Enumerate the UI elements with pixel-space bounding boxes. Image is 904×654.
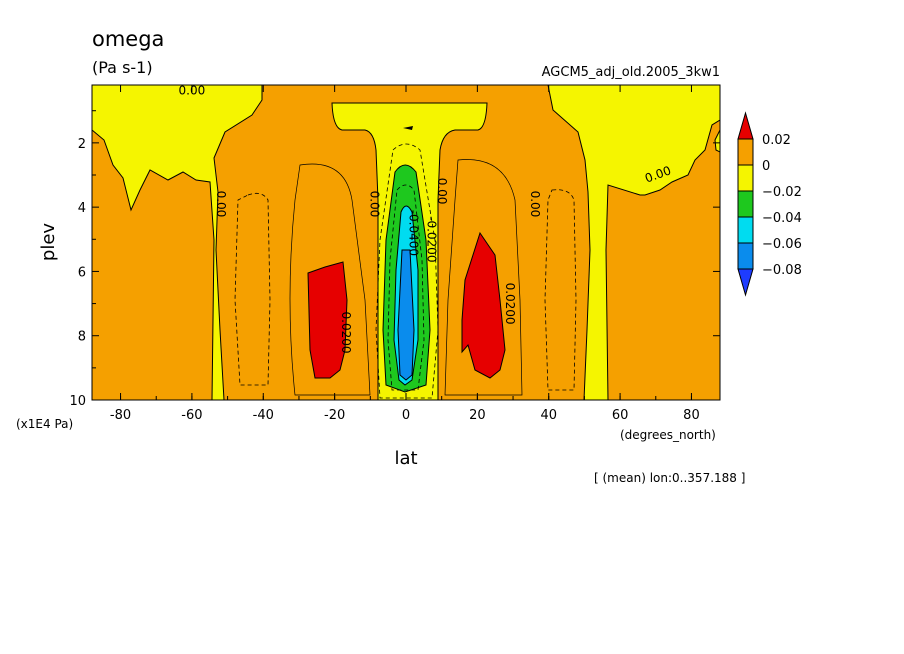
chart-title: omega [92, 27, 164, 51]
colorbar-label: −0.02 [762, 185, 802, 200]
contour-label: 0.00 [367, 191, 381, 218]
colorbar-swatch [737, 216, 754, 244]
contour-label: 0.00 [435, 178, 449, 205]
x-tick-label: -60 [181, 408, 202, 423]
y-tick-label: 4 [78, 201, 86, 216]
colorbar-label: −0.06 [762, 237, 802, 252]
region-red-right [461, 231, 506, 379]
contour-label: -0.0200 [424, 216, 438, 262]
x-axis-label: lat [394, 448, 417, 469]
x-tick-label: -80 [110, 408, 131, 423]
contour-label: 0.0200 [503, 283, 517, 325]
region-blue-core [397, 249, 415, 381]
y-tick-label: 8 [78, 330, 86, 345]
x-tick-label: 40 [540, 408, 557, 423]
y-tick-label: 2 [78, 137, 86, 152]
y-tick-label: 10 [69, 394, 86, 409]
x-axis: -80 -60 -40 -20 0 20 40 60 80 [110, 85, 700, 423]
colorbar-swatch [737, 164, 754, 192]
y-axis: 2 4 6 8 10 [69, 110, 720, 409]
colorbar-label: 0 [762, 159, 770, 174]
mean-note: [ (mean) lon:0..357.188 ] [594, 471, 745, 485]
y-axis-label: plev [38, 223, 59, 262]
dataset-label: AGCM5_adj_old.2005_3kw1 [542, 65, 720, 80]
contour-dashed-center [375, 143, 439, 399]
contour-label: -0.0400 [407, 210, 421, 256]
contour-label: 0.00 [214, 191, 228, 218]
region-yellow-corner [714, 129, 720, 153]
contour-label: 0.00 [528, 191, 542, 218]
region-orange-left-polar [92, 129, 215, 400]
contour-label: 0.0200 [339, 312, 353, 354]
colorbar: 0.02 0 −0.02 −0.04 −0.06 −0.08 [737, 111, 802, 297]
colorbar-swatch-bottom [737, 268, 754, 297]
y-tick-label: 6 [78, 265, 86, 280]
contour-dashed-right [544, 189, 577, 391]
region-orange-right-polar [605, 119, 720, 400]
chart-units: (Pa s-1) [92, 58, 153, 77]
contour-field [92, 85, 720, 400]
contour-line-001-right [444, 159, 523, 396]
colorbar-swatch [737, 242, 754, 270]
contour-labels: 0.000.00 0.00 0.00 0.000.000.02000.0200-0.0… [179, 84, 673, 354]
contour-dashed-inner [387, 184, 425, 391]
x-tick-label: -20 [324, 408, 345, 423]
x-tick-label: -40 [253, 408, 274, 423]
x-tick-label: 20 [469, 408, 486, 423]
colorbar-swatch [737, 138, 754, 166]
contour-line-001-left [289, 163, 371, 396]
region-red-left [307, 261, 348, 379]
colorbar-label: −0.08 [762, 263, 802, 278]
colorbar-label: 0.02 [762, 133, 791, 148]
y-axis-units: (x1E4 Pa) [16, 417, 73, 431]
x-axis-units: (degrees_north) [620, 428, 716, 442]
x-tick-label: 0 [402, 408, 410, 423]
x-tick-label: 80 [683, 408, 700, 423]
x-tick-label: 60 [612, 408, 629, 423]
colorbar-label: −0.04 [762, 211, 802, 226]
colorbar-swatch-top [737, 111, 754, 140]
contour-small-feature [403, 126, 413, 130]
colorbar-swatch [737, 190, 754, 218]
